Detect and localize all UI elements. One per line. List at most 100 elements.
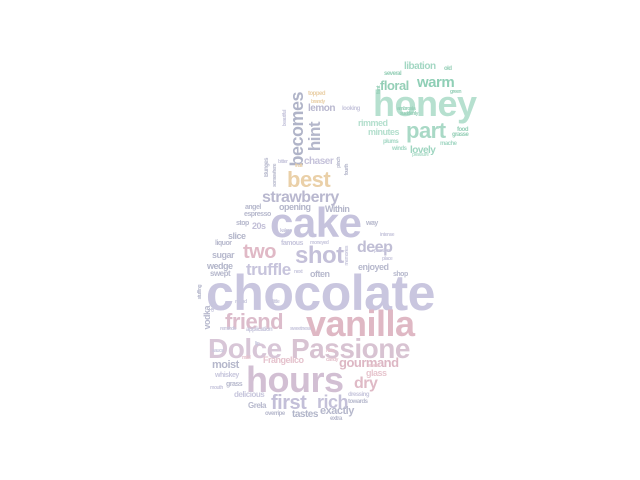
word-glass: glass <box>366 368 387 378</box>
word-fourth: fourth <box>344 164 350 176</box>
word-plums: plums <box>383 139 399 145</box>
word-little: little <box>272 299 280 305</box>
word-famous: famous <box>281 240 303 247</box>
word-stop: stop <box>236 220 249 227</box>
word-lip: lip <box>255 341 260 347</box>
word-passione: Passione <box>291 333 410 364</box>
word-nuts: nuts <box>326 348 335 354</box>
word-deep: deep <box>357 239 393 256</box>
word-moist: moist <box>212 359 239 371</box>
word-old: old <box>444 66 452 72</box>
word-20s: 20s <box>252 221 266 231</box>
word-slice: slice <box>228 231 246 241</box>
word-within: Within <box>325 204 350 214</box>
word-bitter: bitter <box>278 159 288 165</box>
word-fruit: fruit <box>295 163 303 169</box>
word-faint: faint <box>376 86 382 95</box>
word-exactly: exactly <box>320 405 354 417</box>
word-chocolate: chocolate <box>206 265 435 321</box>
word-pinch: pinch <box>336 157 342 168</box>
word-sweetness: sweetness <box>290 326 311 332</box>
word-espresso: espresso <box>244 211 271 218</box>
word-cake: cake <box>270 199 362 246</box>
word-memories: memories <box>344 246 350 266</box>
word-rimmed: rimmed <box>358 118 388 128</box>
word-intense-green: green <box>450 89 462 95</box>
word-wedge: wedge <box>207 261 233 271</box>
word-enjoyed: enjoyed <box>358 262 389 272</box>
word-angel: angel <box>245 204 261 211</box>
word-truffle: truffle <box>246 260 291 279</box>
word-reminds: reminds <box>220 326 236 332</box>
word-lemon: lemon <box>308 103 335 114</box>
word-overripe: overripe <box>265 411 285 417</box>
word-floral: floral <box>380 78 409 93</box>
word-brandy: brandy <box>311 99 325 105</box>
word-topped: topped <box>308 91 326 97</box>
word-extra: extra <box>330 416 342 422</box>
word-libation: libation <box>404 61 436 72</box>
word-rich: rich <box>317 392 349 412</box>
word-passion: passion <box>374 248 390 254</box>
word-tastes: tastes <box>292 409 318 420</box>
word-swept: swept <box>210 269 231 278</box>
word-first: first <box>271 392 307 414</box>
word-liquor: liquor <box>215 240 232 247</box>
word-part: part <box>406 118 446 143</box>
word-friend: friend <box>225 309 284 334</box>
word-intense: intense <box>380 232 395 238</box>
word-two: two <box>243 241 276 263</box>
word-application: application <box>246 327 273 333</box>
word-moneyed: moneyed <box>310 240 329 246</box>
word-strawberry: strawberry <box>262 189 339 206</box>
word-minutes: minutes <box>368 127 400 137</box>
word-grela: Grela <box>248 401 266 410</box>
word-opening: opening <box>279 202 311 212</box>
word-vanilla: vanilla <box>306 303 415 344</box>
word-mache: mache <box>440 141 457 147</box>
word-stuffing: stuffing <box>197 285 203 300</box>
word-way: way <box>366 220 378 227</box>
word-pleasure: pleasure <box>412 152 429 158</box>
word-hours: hours <box>246 359 344 400</box>
word-food: food <box>457 127 469 133</box>
word-place: place <box>382 256 393 262</box>
word-looking: looking <box>342 106 360 112</box>
word-honey: honey <box>373 83 477 124</box>
word-chaser: chaser <box>304 156 334 167</box>
word-frangelico: Frangelico <box>263 355 304 365</box>
word-hint: hint <box>305 122 324 152</box>
word-ambrosia: ambrosia <box>397 106 416 112</box>
word-towards: towards <box>348 399 368 405</box>
word-sugar: sugar <box>212 250 235 260</box>
word-bunges: Bunges <box>264 158 270 178</box>
word-delicious: delicious <box>234 390 265 399</box>
word-kakao: kakao <box>280 228 292 234</box>
word-shot: shot <box>295 242 344 269</box>
word-beautiful: beautiful <box>282 110 288 127</box>
word-dusty: dusty <box>210 301 216 312</box>
word-several: several <box>384 71 402 77</box>
word-mild: mild <box>242 355 251 361</box>
word-candy: candy <box>326 357 338 363</box>
word-dolce: Dolce <box>208 333 282 364</box>
word-grass: grass <box>226 381 243 388</box>
word-somewhere: somewhere <box>272 164 278 188</box>
word-winds: winds <box>392 146 407 152</box>
word-whiskey: whiskey <box>215 372 239 379</box>
word-dressing: dressing <box>348 392 370 398</box>
word-suddenly: suddenly <box>400 111 418 117</box>
word-next: next <box>294 269 303 275</box>
word-sauce: sauce <box>212 348 224 354</box>
word-mouth: mouth <box>210 385 223 391</box>
word-shop: shop <box>393 271 408 278</box>
word-gourmand: gourmand <box>339 355 399 370</box>
word-round: round <box>235 299 247 305</box>
word-warm: warm <box>417 74 455 91</box>
word-often: often <box>310 269 330 279</box>
word-grasse: grasse <box>452 132 469 138</box>
word-sweet: sweet <box>368 363 380 369</box>
word-dry: dry <box>354 375 378 392</box>
word-best: best <box>287 167 331 192</box>
